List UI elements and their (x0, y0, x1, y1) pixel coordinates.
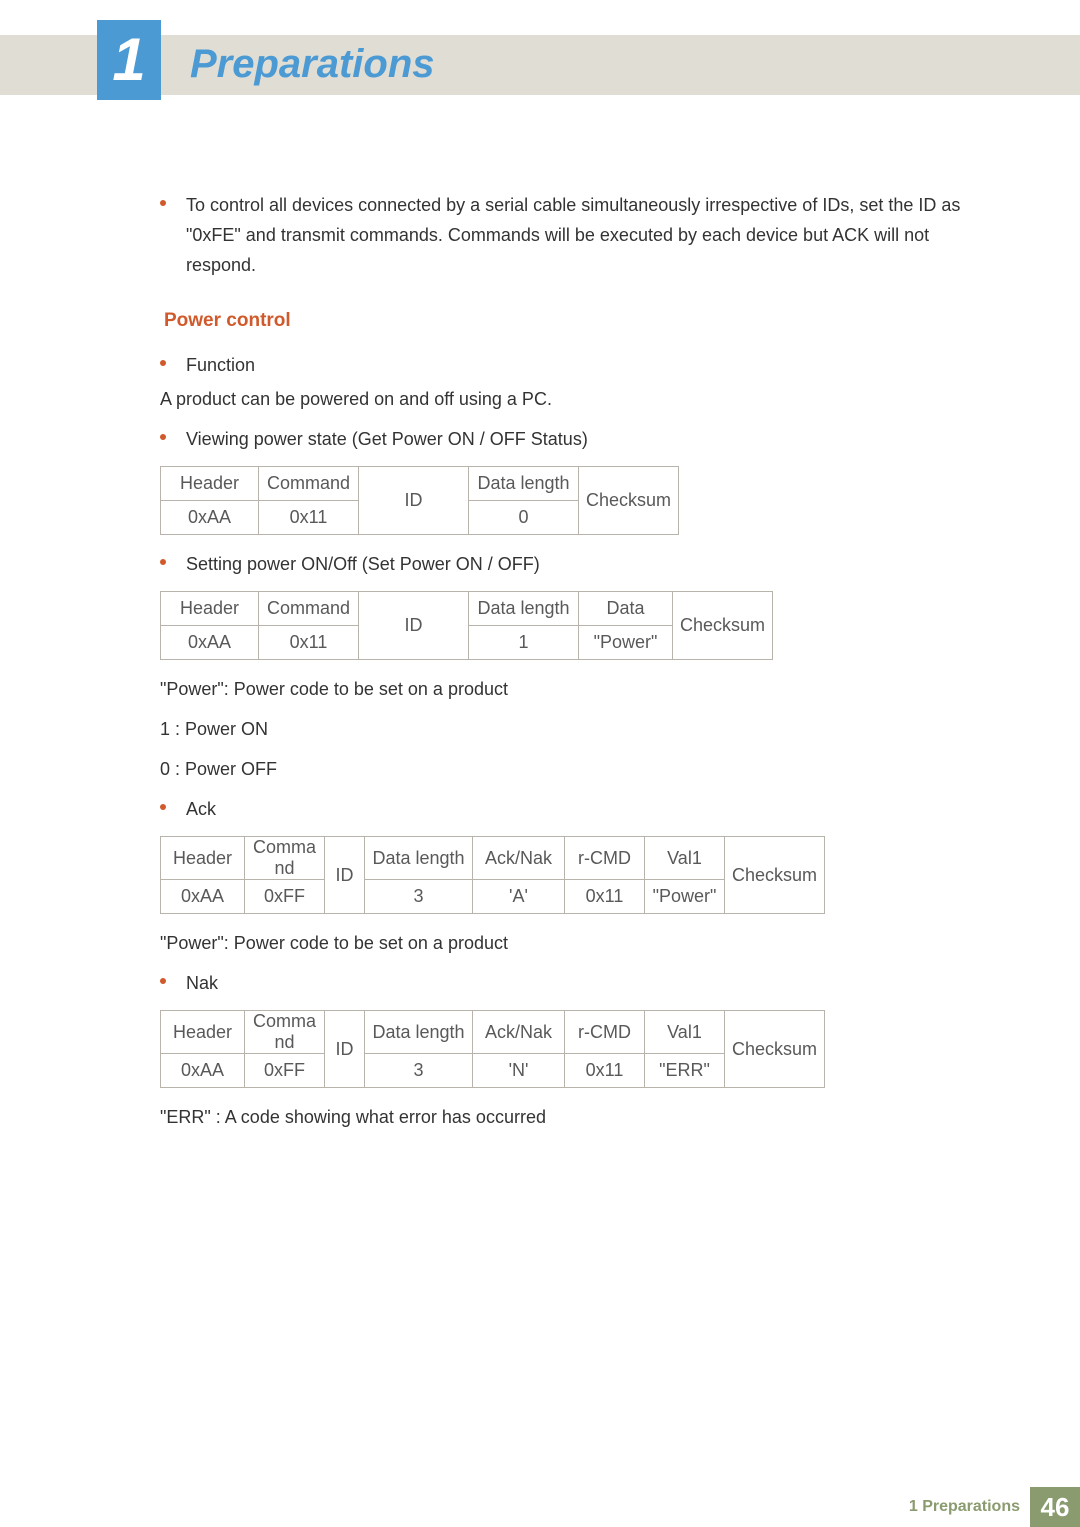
chapter-number: 1 (97, 20, 161, 100)
td: 0x11 (565, 1054, 645, 1088)
header-band (0, 35, 1080, 95)
table-ack: Header Comma nd ID Data length Ack/Nak r… (160, 836, 825, 914)
th: Checksum (725, 837, 825, 914)
th: r-CMD (565, 1011, 645, 1054)
table-nak: Header Comma nd ID Data length Ack/Nak r… (160, 1010, 825, 1088)
th: Comma nd (245, 837, 325, 880)
bullet-icon (160, 978, 166, 984)
td: 0xFF (245, 880, 325, 914)
err-note: "ERR" : A code showing what error has oc… (160, 1102, 980, 1132)
th: Data length (469, 467, 579, 501)
td: 0x11 (565, 880, 645, 914)
viewing-bullet: Viewing power state (Get Power ON / OFF … (160, 424, 980, 454)
ack-bullet: Ack (160, 794, 980, 824)
td: 'N' (473, 1054, 565, 1088)
th: Checksum (673, 592, 773, 660)
th: ID (325, 1011, 365, 1088)
th: Checksum (579, 467, 679, 535)
setting-bullet: Setting power ON/Off (Set Power ON / OFF… (160, 549, 980, 579)
bullet-icon (160, 804, 166, 810)
bullet-icon (160, 434, 166, 440)
th: Ack/Nak (473, 1011, 565, 1054)
td: "Power" (579, 626, 673, 660)
footer: 1 Preparations 46 (0, 1487, 1080, 1527)
td: 0 (469, 501, 579, 535)
th: Header (161, 837, 245, 880)
th: ID (359, 592, 469, 660)
th: Header (161, 592, 259, 626)
th: Header (161, 1011, 245, 1054)
th: ID (359, 467, 469, 535)
td: "Power" (645, 880, 725, 914)
page-title: Preparations (190, 42, 435, 87)
content-area: To control all devices connected by a se… (160, 190, 980, 1142)
td: 0xFF (245, 1054, 325, 1088)
footer-label: 1 Preparations (909, 1487, 1020, 1527)
td: 0xAA (161, 880, 245, 914)
td: "ERR" (645, 1054, 725, 1088)
th: Data length (365, 1011, 473, 1054)
power-note: "Power": Power code to be set on a produ… (160, 674, 980, 704)
th: Checksum (725, 1011, 825, 1088)
power-off: 0 : Power OFF (160, 754, 980, 784)
td: 3 (365, 1054, 473, 1088)
th: Data length (365, 837, 473, 880)
th: Val1 (645, 1011, 725, 1054)
function-bullet: Function (160, 350, 980, 380)
td: 0x11 (259, 501, 359, 535)
th: Command (259, 467, 359, 501)
th: Ack/Nak (473, 837, 565, 880)
power-on: 1 : Power ON (160, 714, 980, 744)
setting-label: Setting power ON/Off (Set Power ON / OFF… (186, 549, 540, 579)
nak-bullet: Nak (160, 968, 980, 998)
bullet-icon (160, 200, 166, 206)
power-note-2: "Power": Power code to be set on a produ… (160, 928, 980, 958)
th: r-CMD (565, 837, 645, 880)
td: 0x11 (259, 626, 359, 660)
viewing-label: Viewing power state (Get Power ON / OFF … (186, 424, 588, 454)
table-get-power: Header Command ID Data length Checksum 0… (160, 466, 679, 535)
td: 'A' (473, 880, 565, 914)
function-desc: A product can be powered on and off usin… (160, 384, 980, 414)
section-title: Power control (164, 310, 980, 332)
th: ID (325, 837, 365, 914)
table-set-power: Header Command ID Data length Data Check… (160, 591, 773, 660)
th: Header (161, 467, 259, 501)
ack-label: Ack (186, 794, 216, 824)
td: 0xAA (161, 1054, 245, 1088)
td: 0xAA (161, 501, 259, 535)
th: Command (259, 592, 359, 626)
bullet-icon (160, 559, 166, 565)
td: 1 (469, 626, 579, 660)
th: Data length (469, 592, 579, 626)
function-label: Function (186, 350, 255, 380)
chapter-tab: 1 (97, 20, 161, 100)
footer-page: 46 (1030, 1487, 1080, 1527)
td: 3 (365, 880, 473, 914)
intro-bullet: To control all devices connected by a se… (160, 190, 980, 280)
th: Val1 (645, 837, 725, 880)
th: Data (579, 592, 673, 626)
th: Comma nd (245, 1011, 325, 1054)
nak-label: Nak (186, 968, 218, 998)
bullet-icon (160, 360, 166, 366)
intro-text: To control all devices connected by a se… (186, 190, 980, 280)
td: 0xAA (161, 626, 259, 660)
